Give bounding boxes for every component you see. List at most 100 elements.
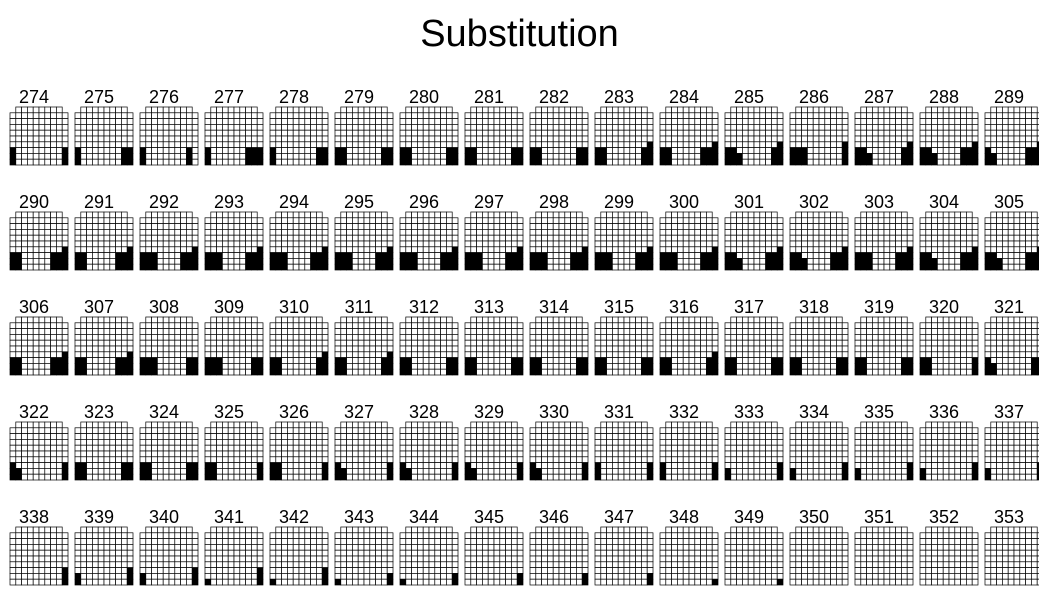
empty-square	[216, 351, 223, 358]
empty-square	[227, 316, 235, 324]
empty-square	[812, 357, 820, 364]
empty-square	[21, 229, 28, 236]
empty-square	[222, 141, 229, 148]
filled-square	[511, 252, 518, 259]
empty-square	[251, 334, 258, 341]
filled-square	[316, 158, 323, 166]
empty-square	[617, 158, 625, 166]
empty-square	[688, 351, 696, 358]
filled-square	[830, 263, 837, 271]
empty-square	[558, 322, 566, 329]
filled-square	[451, 263, 459, 271]
empty-square	[682, 357, 690, 364]
empty-square	[948, 240, 956, 248]
empty-square	[92, 322, 99, 329]
empty-square	[759, 234, 766, 242]
empty-square	[304, 223, 311, 230]
empty-square	[872, 351, 879, 358]
empty-square	[304, 129, 311, 137]
empty-square	[61, 339, 69, 347]
empty-square	[428, 357, 436, 364]
empty-square	[145, 129, 152, 137]
empty-square	[641, 124, 648, 131]
empty-square	[239, 234, 246, 242]
filled-square	[641, 147, 648, 154]
empty-square	[298, 147, 306, 154]
empty-square	[386, 345, 394, 353]
empty-square	[27, 135, 34, 143]
filled-square	[386, 147, 394, 154]
empty-square	[38, 252, 46, 259]
empty-square	[623, 258, 631, 265]
empty-square	[428, 229, 436, 236]
empty-square	[877, 106, 885, 114]
empty-square	[581, 334, 589, 341]
empty-square	[32, 124, 40, 131]
empty-square	[50, 112, 57, 119]
empty-square	[275, 217, 282, 224]
filled-square	[139, 147, 147, 154]
empty-square	[428, 246, 436, 253]
pattern-grid-icon	[334, 316, 394, 376]
empty-square	[434, 211, 441, 219]
filled-square	[635, 263, 642, 271]
empty-square	[629, 263, 636, 271]
empty-square	[233, 252, 241, 259]
empty-square	[222, 258, 229, 265]
filled-square	[340, 158, 347, 166]
empty-square	[32, 246, 40, 253]
empty-square	[139, 334, 147, 341]
empty-square	[227, 363, 235, 370]
filled-square	[706, 357, 713, 364]
empty-square	[877, 328, 885, 335]
empty-square	[694, 357, 701, 364]
empty-square	[883, 229, 891, 236]
empty-square	[346, 240, 353, 248]
empty-square	[641, 229, 648, 236]
filled-square	[405, 368, 412, 376]
empty-square	[499, 118, 506, 125]
empty-square	[80, 444, 87, 452]
empty-square	[682, 135, 690, 143]
empty-square	[581, 328, 589, 335]
empty-square	[1013, 252, 1021, 259]
empty-square	[310, 153, 317, 160]
empty-square	[357, 112, 365, 119]
empty-square	[966, 234, 973, 242]
empty-square	[334, 345, 342, 353]
pattern-cell: 298	[524, 192, 589, 296]
empty-square	[984, 246, 992, 253]
empty-square	[641, 351, 648, 358]
empty-square	[74, 124, 82, 131]
empty-square	[801, 368, 808, 376]
empty-square	[399, 246, 407, 253]
empty-square	[363, 339, 371, 347]
empty-square	[736, 106, 743, 114]
filled-square	[334, 258, 342, 265]
empty-square	[493, 129, 501, 137]
empty-square	[428, 141, 436, 148]
empty-square	[428, 135, 436, 143]
empty-square	[807, 240, 814, 248]
empty-square	[771, 118, 778, 125]
empty-square	[174, 153, 181, 160]
pattern-number: 310	[278, 297, 310, 317]
empty-square	[440, 229, 447, 236]
empty-square	[417, 258, 424, 265]
empty-square	[292, 252, 300, 259]
empty-square	[50, 158, 57, 166]
empty-square	[1002, 339, 1009, 347]
empty-square	[15, 118, 22, 125]
empty-square	[304, 322, 311, 329]
empty-square	[659, 118, 667, 125]
empty-square	[753, 240, 761, 248]
filled-square	[724, 368, 732, 376]
empty-square	[482, 118, 489, 125]
empty-square	[581, 112, 589, 119]
filled-square	[1036, 368, 1039, 376]
empty-square	[162, 357, 170, 364]
filled-square	[61, 246, 69, 253]
empty-square	[346, 118, 353, 125]
empty-square	[422, 252, 430, 259]
empty-square	[807, 263, 814, 271]
